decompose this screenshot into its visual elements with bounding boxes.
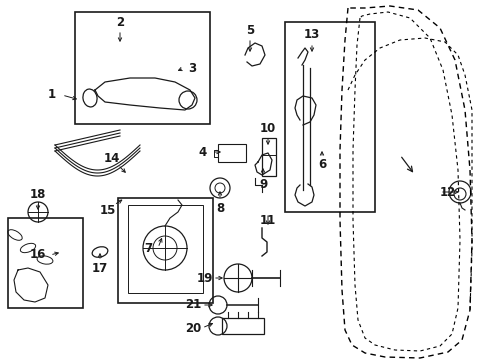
Bar [118, 198, 213, 303]
Text: 12: 12 [439, 185, 455, 198]
Text: 10: 10 [259, 122, 276, 135]
Text: 4: 4 [199, 145, 207, 158]
Bar [218, 144, 245, 162]
Bar [222, 318, 264, 334]
Text: 7: 7 [143, 242, 152, 255]
Text: 2: 2 [116, 15, 124, 28]
Text: 16: 16 [30, 248, 46, 261]
Text: 14: 14 [103, 152, 120, 165]
Bar [262, 138, 275, 176]
Text: 19: 19 [196, 271, 213, 284]
Bar [128, 205, 203, 293]
Bar [75, 12, 209, 124]
Text: 15: 15 [100, 203, 116, 216]
Text: 13: 13 [303, 28, 320, 41]
Text: 5: 5 [245, 23, 254, 36]
Text: 1: 1 [48, 89, 56, 102]
Bar [8, 218, 83, 308]
Text: 11: 11 [259, 213, 276, 226]
Text: 8: 8 [215, 202, 224, 215]
Text: 18: 18 [30, 189, 46, 202]
Text: 9: 9 [258, 179, 266, 192]
Text: 3: 3 [187, 62, 196, 75]
Text: 6: 6 [317, 158, 325, 171]
Bar [285, 22, 374, 212]
Text: 20: 20 [184, 321, 201, 334]
Text: 17: 17 [92, 261, 108, 274]
Text: 21: 21 [184, 298, 201, 311]
